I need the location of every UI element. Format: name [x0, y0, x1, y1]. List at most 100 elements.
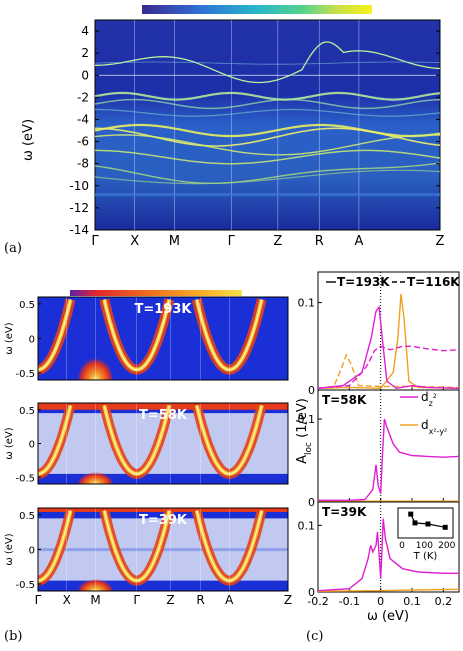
y-tick-label: 0 — [81, 68, 89, 82]
panel-a-label: (a) — [4, 241, 22, 256]
band-line — [95, 149, 440, 165]
panel-c-plots: 0.1 0 0.1 0 T=58K 0.1 0 T=39K T=193K T=116K dz2 dx²… — [295, 271, 460, 624]
pocket-core — [38, 405, 72, 475]
x-tick-label: Γ — [133, 593, 140, 607]
series-line — [317, 588, 460, 592]
inset-point — [442, 524, 448, 530]
y-tick-label: 4 — [81, 24, 89, 38]
panel-b-subplot — [38, 297, 288, 380]
y-tick-label: 0 — [29, 335, 35, 346]
panel-c-label: (c) — [306, 629, 323, 644]
panel-a-ylabel: ω (eV) — [21, 119, 36, 161]
x-tick-label: Γ — [228, 234, 236, 249]
series-line — [317, 518, 459, 592]
y-axis-label: ω (eV) — [4, 533, 15, 565]
y-axis-label: ω (eV) — [4, 322, 15, 354]
inset-tick-label: 100 — [416, 541, 433, 551]
x-tick-label: Γ — [35, 593, 42, 607]
x-axis-label: ω (eV) — [367, 609, 409, 624]
colorbar-a — [142, 5, 372, 14]
series-line — [317, 345, 460, 389]
series-line — [318, 418, 460, 501]
y-tick-label: -8 — [77, 157, 89, 171]
x-tick-label: 0 — [377, 595, 384, 608]
inset-xlabel: T (K) — [413, 551, 438, 562]
colorbar-b — [70, 290, 242, 296]
legend-orbital-label: dz2 — [421, 390, 437, 408]
band-line — [95, 162, 440, 184]
top-band — [38, 508, 288, 512]
x-tick-label: -0.1 — [339, 595, 360, 608]
y-tick-label: 0.1 — [298, 519, 316, 532]
panel-c-frame — [317, 501, 460, 593]
x-tick-label: X — [63, 593, 71, 607]
temperature-label: T=39K — [322, 505, 367, 519]
y-tick-label: 0 — [29, 546, 35, 557]
y-tick-label: -0.5 — [15, 369, 35, 380]
y-tick-label: -12 — [69, 201, 89, 215]
x-tick-label: X — [130, 234, 139, 249]
band-line — [95, 98, 440, 110]
x-tick-label: Z — [166, 593, 174, 607]
panel-b-subplot — [38, 508, 288, 591]
legend-dashed-label: T=116K — [407, 275, 460, 289]
inset-tick-label: 200 — [438, 541, 455, 551]
top-band — [38, 403, 288, 410]
pocket-core — [38, 510, 72, 582]
y-tick-label: 0 — [308, 384, 315, 397]
temperature-label: T=39K — [139, 513, 188, 528]
y-axis-label: Aloc (1/eV) — [295, 398, 314, 464]
y-tick-label: 0.5 — [19, 511, 35, 522]
temperature-label: T=193K — [135, 302, 193, 317]
x-tick-label: Γ — [91, 234, 99, 249]
y-tick-label: 0.1 — [298, 297, 316, 310]
y-tick-label: 0.5 — [19, 300, 35, 311]
y-tick-label: 0 — [29, 440, 35, 451]
inset-point — [412, 520, 418, 526]
x-tick-label: 0.2 — [435, 595, 453, 608]
x-tick-label: A — [225, 593, 234, 607]
panel-a-plot: 420-2-4-6-8-10-12-14Γ X M Γ Z R A Z — [69, 19, 445, 249]
x-tick-label: 0.1 — [403, 595, 421, 608]
y-tick-label: -14 — [69, 223, 89, 237]
y-tick-label: 2 — [81, 46, 89, 60]
y-tick-label: -0.5 — [15, 580, 35, 591]
x-tick-label: R — [196, 593, 204, 607]
band-line — [95, 134, 440, 156]
series-line — [317, 305, 460, 390]
panel-b-label: (b) — [4, 629, 22, 644]
x-tick-label: M — [169, 234, 180, 249]
x-tick-label: Z — [284, 593, 292, 607]
band-line — [95, 108, 440, 117]
y-axis-label: ω (eV) — [4, 427, 15, 459]
y-tick-label: -4 — [77, 112, 89, 126]
y-tick-label: 0.1 — [298, 413, 316, 426]
legend-solid-label: T=193K — [337, 275, 390, 289]
pocket-core — [38, 299, 72, 371]
inset-point — [425, 521, 431, 527]
temperature-label: T=58K — [322, 393, 367, 407]
y-tick-label: 0.5 — [19, 406, 35, 417]
y-tick-label: -10 — [69, 179, 89, 193]
series-line — [317, 353, 460, 389]
inset-point — [408, 511, 414, 517]
legend-orbital-label: dx²-y² — [421, 418, 447, 436]
series-line — [317, 293, 460, 390]
x-tick-label: R — [315, 234, 324, 249]
y-tick-label: 0 — [308, 586, 315, 599]
y-tick-label: -6 — [77, 135, 89, 149]
x-tick-label: Z — [436, 234, 445, 249]
inset-tick-label: 0 — [399, 541, 405, 551]
x-tick-label: Z — [273, 234, 282, 249]
band-line — [95, 61, 440, 65]
band-line — [95, 91, 440, 101]
y-tick-label: -0.5 — [15, 473, 35, 484]
x-tick-label: A — [354, 234, 363, 249]
y-tick-label: -2 — [77, 90, 89, 104]
x-tick-label: M — [90, 593, 100, 607]
panel-b-plots: T=193K 0.5 0 -0.5 ω (eV) T=58K 0.5 0 -0.5 ω (eV) T… — [4, 296, 292, 607]
temperature-label: T=58K — [139, 408, 188, 423]
band-line — [95, 41, 440, 84]
x-tick-label: -0.2 — [307, 595, 328, 608]
